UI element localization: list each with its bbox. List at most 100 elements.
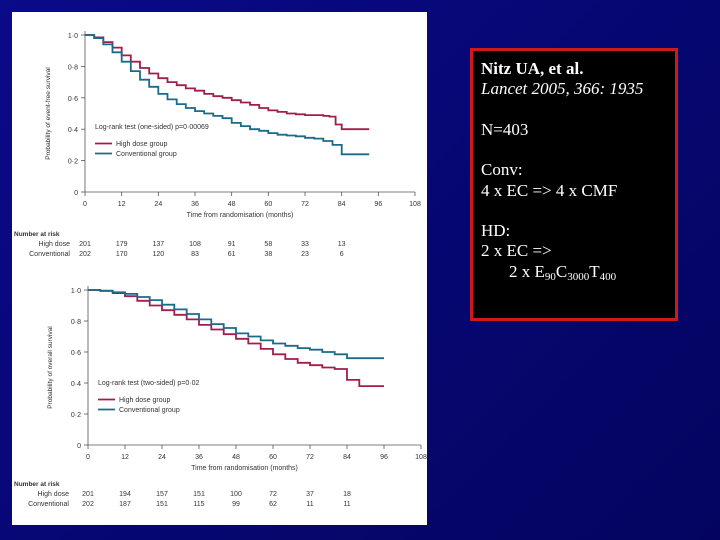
- risk-value: 58: [264, 241, 272, 248]
- x-tick-label: 48: [232, 454, 240, 461]
- risk-value: 137: [152, 241, 164, 248]
- y-tick-label: 0·4: [71, 381, 81, 388]
- risk-value: 202: [79, 251, 91, 258]
- x-tick-label: 60: [269, 454, 277, 461]
- legend-label: High dose group: [116, 141, 167, 148]
- risk-value: 201: [79, 241, 91, 248]
- y-tick-label: 0·8: [71, 319, 81, 326]
- study-caption-box: Nitz UA, et al. Lancet 2005, 366: 1935 N…: [470, 48, 678, 321]
- overall-survival-chart: 0 0·2 0·4 0·6 0·8 1·0 0 12 24 36 48 60 72 84 96 108 Time…: [12, 268, 427, 525]
- y-tick-label: 0·4: [68, 127, 78, 134]
- risk-value: 11: [343, 501, 350, 508]
- y-tick-label: 0·2: [68, 159, 78, 166]
- risk-value: 157: [156, 491, 168, 498]
- risk-row-label: High dose: [38, 241, 70, 248]
- risk-value: 18: [343, 491, 351, 498]
- log-rank-annotation: Log-rank test (two-sided) p=0·02: [98, 380, 199, 387]
- x-tick-label: 84: [343, 454, 351, 461]
- risk-value: 38: [264, 251, 272, 258]
- risk-value: 170: [116, 251, 128, 258]
- risk-row-label: Conventional: [29, 251, 70, 258]
- conventional-heading: Conv:: [481, 160, 523, 180]
- risk-value: 187: [119, 501, 131, 508]
- x-tick-label: 60: [264, 201, 272, 208]
- y-axis-label: Probability of overall survival: [47, 326, 54, 409]
- overall-survival-plot: 0 0·2 0·4 0·6 0·8 1·0 0 12 24 36 48 60 72 84 96 108 Time…: [14, 286, 427, 508]
- y-tick-label: 0·2: [71, 412, 81, 419]
- event-free-survival-plot: 0 0·2 0·4 0·6 0·8 1·0 0 12 24 36 48 60 72 84 96 108 Time…: [14, 31, 421, 258]
- study-authors: Nitz UA, et al.: [481, 59, 584, 78]
- y-tick-label: 0·8: [68, 64, 78, 71]
- risk-value: 33: [301, 241, 309, 248]
- x-tick-label: 0: [86, 454, 90, 461]
- risk-value: 91: [228, 241, 236, 248]
- epirubicin-dose: 90: [544, 270, 556, 283]
- x-tick-label: 24: [158, 454, 166, 461]
- risk-value: 108: [189, 241, 201, 248]
- cyclophosphamide-dose: 3000: [567, 270, 590, 283]
- x-tick-label: 84: [338, 201, 346, 208]
- event-free-survival-chart: 0 0·2 0·4 0·6 0·8 1·0 0 12 24 36 48 60 72 84 96 108 Time…: [12, 12, 427, 270]
- y-tick-label: 0·6: [71, 350, 81, 357]
- conventional-curve: [88, 289, 384, 360]
- risk-value: 6: [340, 251, 344, 258]
- risk-table-heading: Number at risk: [14, 481, 60, 488]
- x-tick-label: 108: [409, 201, 421, 208]
- study-journal: Lancet 2005, 366: 1935: [481, 79, 644, 99]
- legend-label: Conventional group: [119, 407, 180, 414]
- x-tick-label: 0: [83, 201, 87, 208]
- x-tick-label: 72: [301, 201, 309, 208]
- x-tick-label: 24: [154, 201, 162, 208]
- risk-value: 100: [230, 491, 242, 498]
- regimen-prefix: 2 x E: [509, 261, 545, 281]
- high-dose-regimen-line1: 2 x EC =>: [481, 241, 552, 261]
- risk-value: 179: [116, 241, 128, 248]
- risk-value: 99: [232, 501, 240, 508]
- risk-value: 115: [193, 501, 204, 508]
- log-rank-annotation: Log-rank test (one-sided) p=0·00069: [95, 124, 209, 131]
- risk-value: 202: [82, 501, 94, 508]
- conventional-regimen: 4 x EC => 4 x CMF: [481, 180, 618, 200]
- x-tick-label: 12: [118, 201, 126, 208]
- risk-value: 37: [306, 491, 314, 498]
- risk-value: 151: [193, 491, 205, 498]
- y-tick-label: 0·6: [68, 96, 78, 103]
- sample-size: N=403: [481, 119, 529, 139]
- legend-label: High dose group: [119, 397, 170, 404]
- regimen-t: T: [589, 261, 600, 281]
- x-tick-label: 12: [121, 454, 129, 461]
- risk-value: 201: [82, 491, 94, 498]
- y-tick-label: 0: [77, 443, 81, 450]
- y-axis-label: Probability of event-free survival: [45, 67, 52, 160]
- risk-table-heading: Number at risk: [14, 231, 60, 238]
- x-tick-label: 36: [195, 454, 203, 461]
- risk-value: 72: [269, 491, 277, 498]
- risk-value: 151: [156, 501, 168, 508]
- risk-value: 13: [338, 241, 346, 248]
- x-tick-label: 36: [191, 201, 199, 208]
- x-tick-label: 96: [380, 454, 388, 461]
- x-tick-label: 72: [306, 454, 314, 461]
- thiotepa-dose: 400: [599, 270, 617, 283]
- risk-value: 61: [228, 251, 236, 258]
- high-dose-curve: [85, 34, 370, 131]
- x-axis-label: Time from randomisation (months): [191, 465, 298, 472]
- risk-row-label: Conventional: [28, 501, 69, 508]
- high-dose-regimen-line2: 2 x E90C3000T400: [481, 262, 667, 284]
- risk-value: 120: [152, 251, 164, 258]
- risk-value: 194: [119, 491, 131, 498]
- high-dose-curve: [88, 289, 384, 387]
- risk-row-label: High dose: [37, 491, 69, 498]
- y-tick-label: 1·0: [71, 288, 81, 295]
- x-tick-label: 108: [415, 454, 427, 461]
- legend-label: Conventional group: [116, 151, 177, 158]
- high-dose-heading: HD:: [481, 220, 511, 240]
- risk-value: 11: [306, 501, 313, 508]
- x-axis-label: Time from randomisation (months): [187, 212, 294, 219]
- regimen-c: C: [555, 261, 568, 281]
- risk-value: 62: [269, 501, 277, 508]
- x-tick-label: 48: [228, 201, 236, 208]
- y-tick-label: 0: [74, 190, 78, 197]
- x-tick-label: 96: [374, 201, 382, 208]
- risk-value: 83: [191, 251, 199, 258]
